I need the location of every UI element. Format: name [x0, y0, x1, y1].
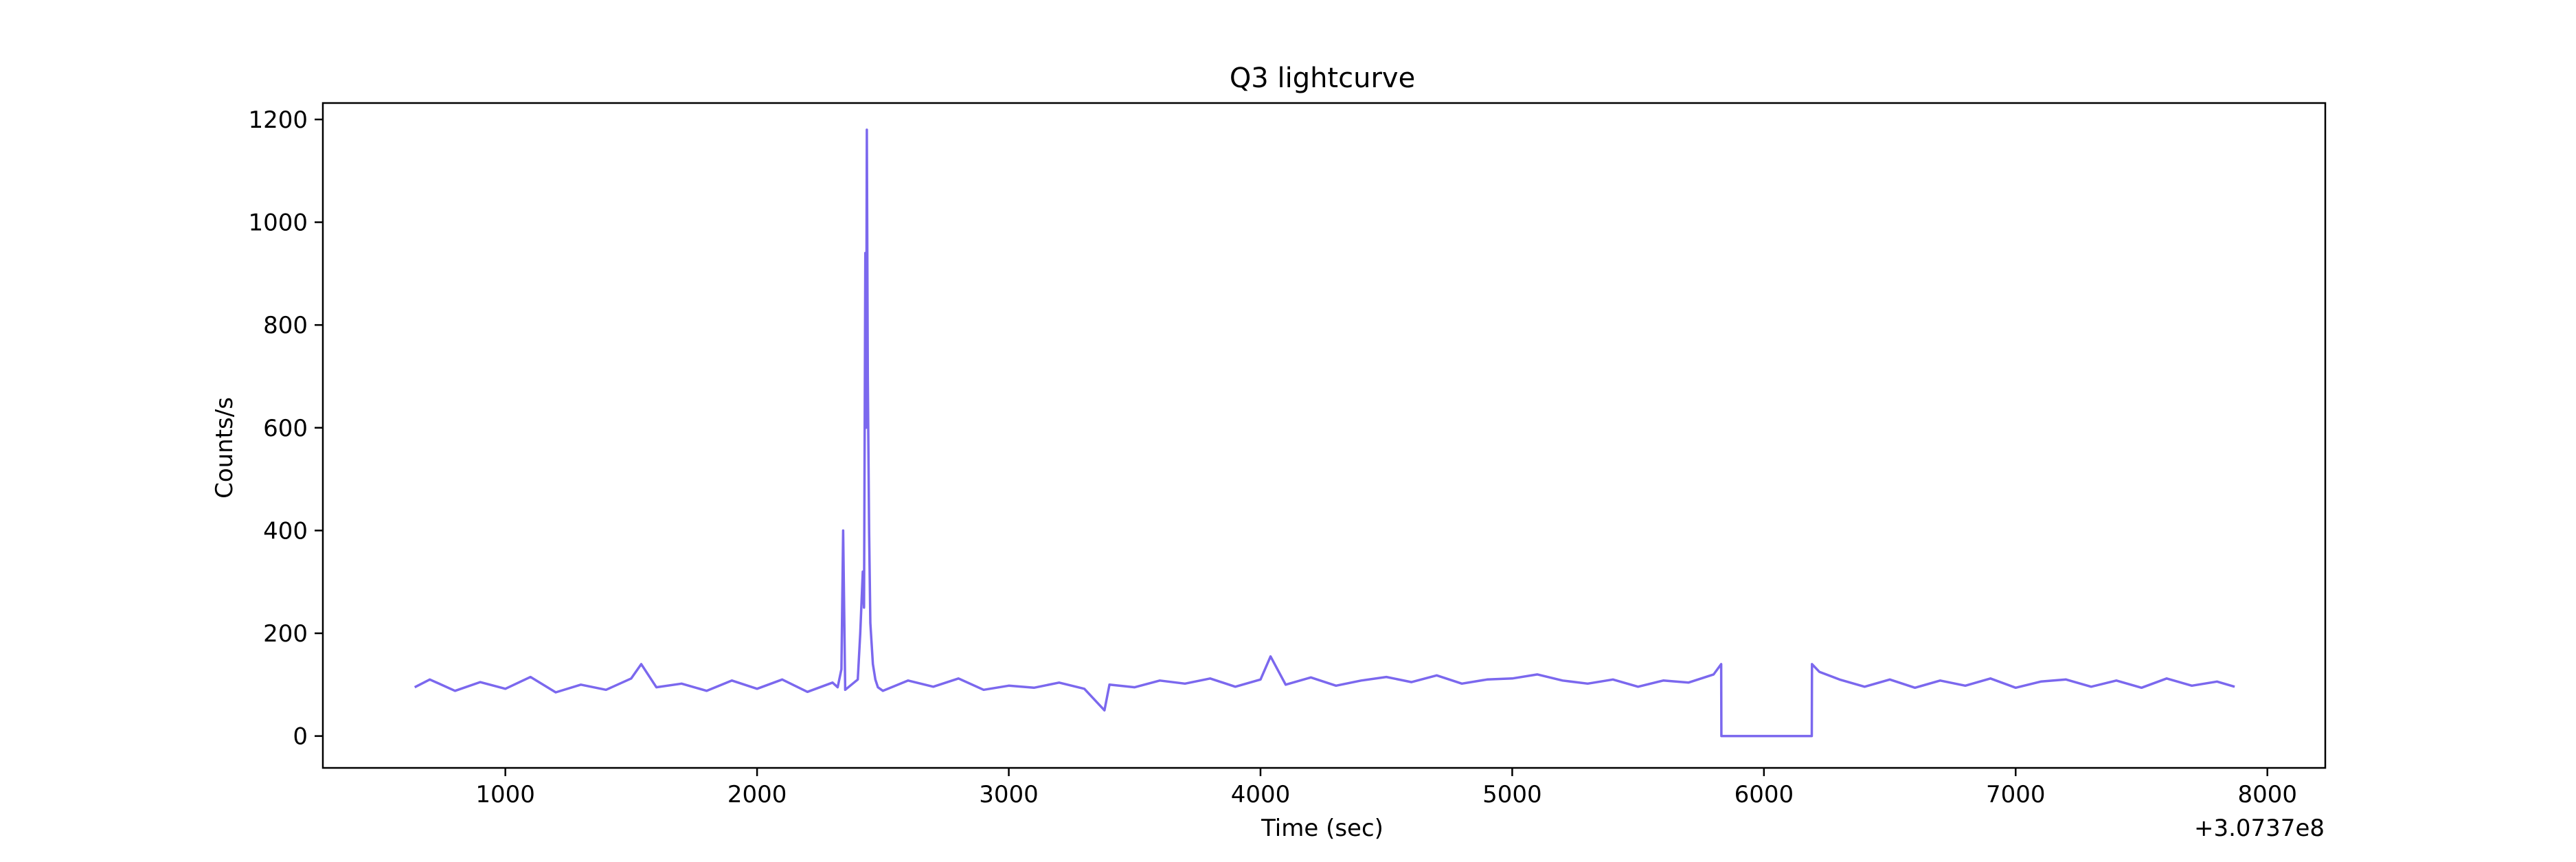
y-axis: 0 200 400 600 800 1000 1200: [248, 106, 323, 751]
y-tick-label: 200: [263, 620, 308, 648]
x-tick-label: 5000: [1482, 781, 1542, 808]
series-line-0: [414, 128, 2235, 738]
x-tick-label: 3000: [979, 781, 1039, 808]
x-tick-label: 4000: [1231, 781, 1291, 808]
y-tick-label: 0: [293, 723, 308, 751]
x-tick-label: 2000: [727, 781, 787, 808]
x-tick-label: 8000: [2237, 781, 2297, 808]
x-axis-offset-label: +3.0737e8: [2194, 815, 2325, 842]
x-tick-label: 7000: [1986, 781, 2046, 808]
y-tick-label: 400: [263, 517, 308, 545]
y-tick-label: 1000: [248, 209, 308, 237]
x-axis-label: Time (sec): [1261, 815, 1383, 842]
plot-area: [414, 128, 2235, 738]
x-tick-label: 1000: [475, 781, 535, 808]
y-tick-label: 800: [263, 312, 308, 339]
y-tick-label: 600: [263, 415, 308, 442]
chart-title: Q3 lightcurve: [1230, 63, 1415, 94]
x-tick-label: 6000: [1735, 781, 1794, 808]
y-axis-label: Counts/s: [211, 397, 238, 499]
plot-frame: [321, 102, 2327, 769]
y-tick-label: 1200: [248, 106, 308, 134]
x-axis: 1000 2000 3000 4000 5000 6000 7000 8000: [475, 768, 2297, 808]
